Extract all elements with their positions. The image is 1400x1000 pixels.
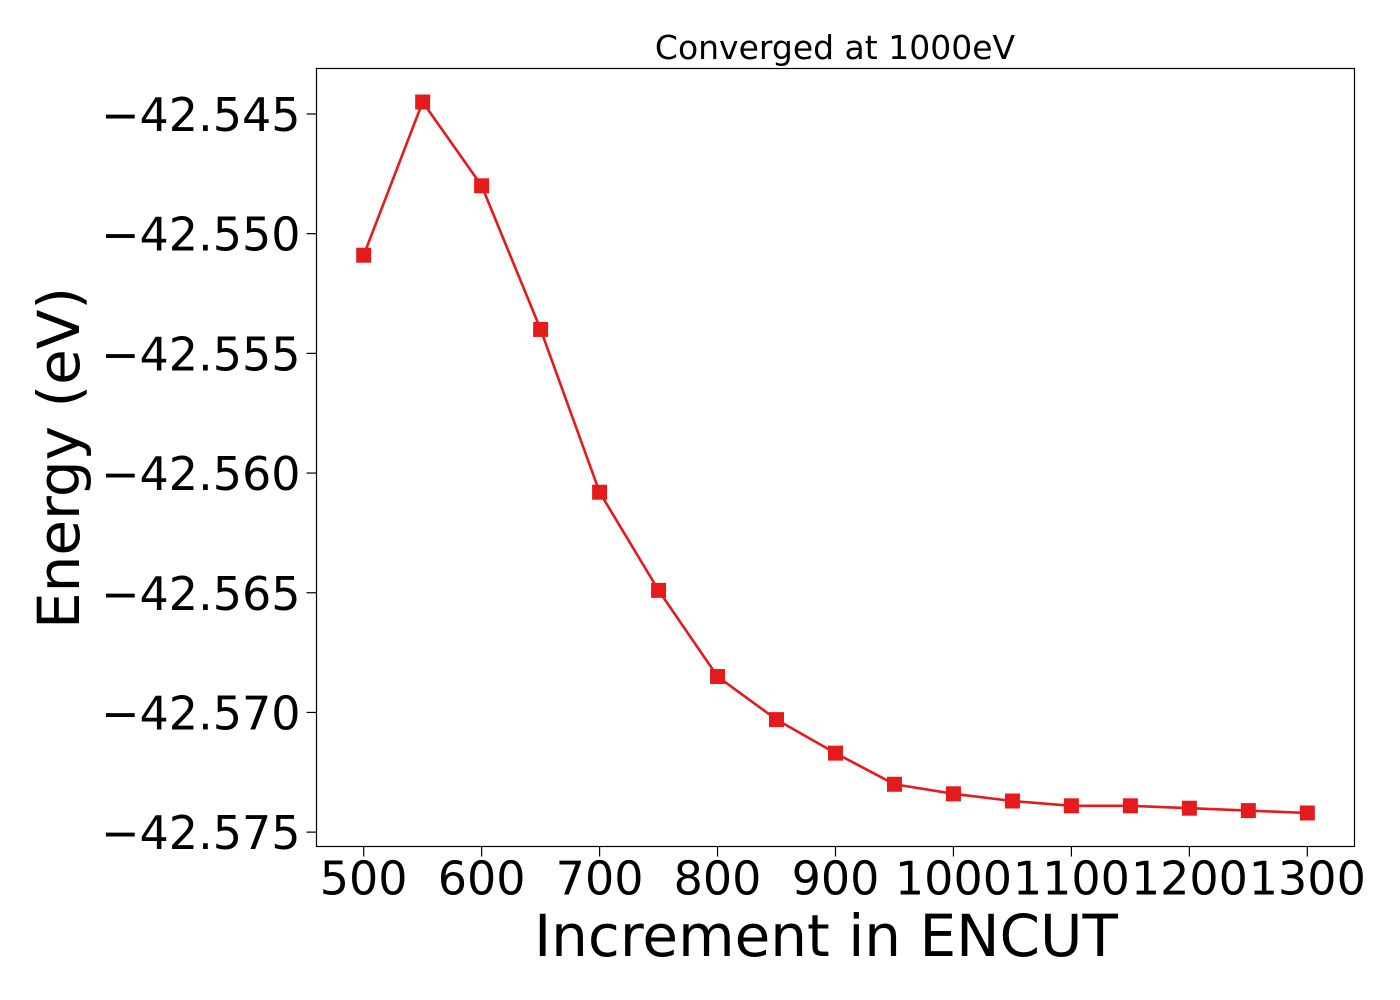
- y-axis: −42.545 −42.550 −42.555 −42.560 −42.565 −42.5…: [101, 88, 317, 860]
- x-tick-label: 500: [320, 852, 408, 906]
- data-point: [533, 321, 549, 337]
- data-point: [1063, 798, 1079, 814]
- data-point: [1240, 803, 1256, 819]
- x-tick-label: 800: [674, 852, 762, 906]
- y-tick-label: −42.555: [101, 327, 301, 381]
- y-tick-label: −42.575: [101, 806, 301, 860]
- y-tick-label: −42.560: [101, 447, 301, 501]
- x-tick-label: 1100: [1013, 852, 1130, 906]
- data-point: [474, 178, 490, 194]
- data-point: [710, 669, 726, 685]
- data-point: [828, 745, 843, 761]
- series-layer: [356, 94, 1315, 821]
- x-axis: 500 600 700 800 900 1000 1100 1200 1300: [320, 846, 1366, 906]
- x-tick-label: 600: [438, 852, 526, 906]
- data-point: [769, 712, 785, 728]
- data-point: [1122, 798, 1138, 814]
- chart-title: Converged at 1000eV: [655, 28, 1016, 67]
- data-point: [886, 776, 902, 792]
- y-tick-label: −42.550: [101, 208, 301, 262]
- y-tick-label: −42.545: [101, 88, 301, 142]
- plot-area: [315, 67, 1356, 848]
- data-point: [1004, 793, 1020, 809]
- y-tick-label: −42.565: [101, 567, 301, 621]
- x-tick-label: 1200: [1131, 852, 1248, 906]
- data-point: [415, 94, 431, 110]
- x-tick-label: 1000: [895, 852, 1012, 906]
- data-point: [1299, 805, 1315, 821]
- data-point: [592, 484, 608, 500]
- data-point: [651, 582, 667, 598]
- data-point: [1181, 800, 1197, 816]
- x-tick-label: 900: [792, 852, 880, 906]
- data-point: [945, 786, 961, 802]
- data-point: [356, 247, 372, 263]
- y-axis-label: Energy (eV): [25, 287, 93, 629]
- y-tick-label: −42.570: [101, 686, 301, 740]
- series-line: [362, 100, 1308, 815]
- x-tick-label: 700: [556, 852, 644, 906]
- x-axis-label: Increment in ENCUT: [534, 902, 1118, 970]
- x-tick-label: 1300: [1249, 852, 1366, 906]
